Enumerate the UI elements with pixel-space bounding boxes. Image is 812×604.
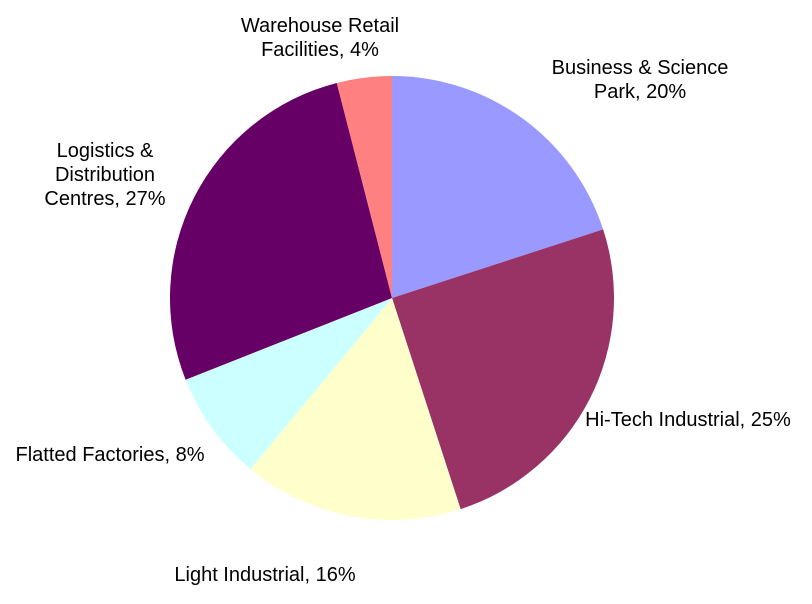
pie-slice bbox=[169, 82, 392, 380]
slice-label: Hi-Tech Industrial, 25% bbox=[585, 409, 791, 431]
slice-label: Flatted Factories, 8% bbox=[15, 444, 205, 466]
slice-label: Warehouse Retail Facilities, 4% bbox=[240, 15, 400, 61]
slice-label: Logistics & Distribution Centres, 27% bbox=[44, 140, 166, 210]
slice-label: Light Industrial, 16% bbox=[174, 564, 356, 586]
slice-label: Business & Science Park, 20% bbox=[551, 57, 729, 103]
pie-slice bbox=[185, 298, 392, 470]
pie-slice bbox=[392, 76, 604, 298]
pie-slice bbox=[336, 76, 392, 298]
pie-slice bbox=[250, 298, 461, 521]
pie-slice bbox=[392, 229, 614, 510]
